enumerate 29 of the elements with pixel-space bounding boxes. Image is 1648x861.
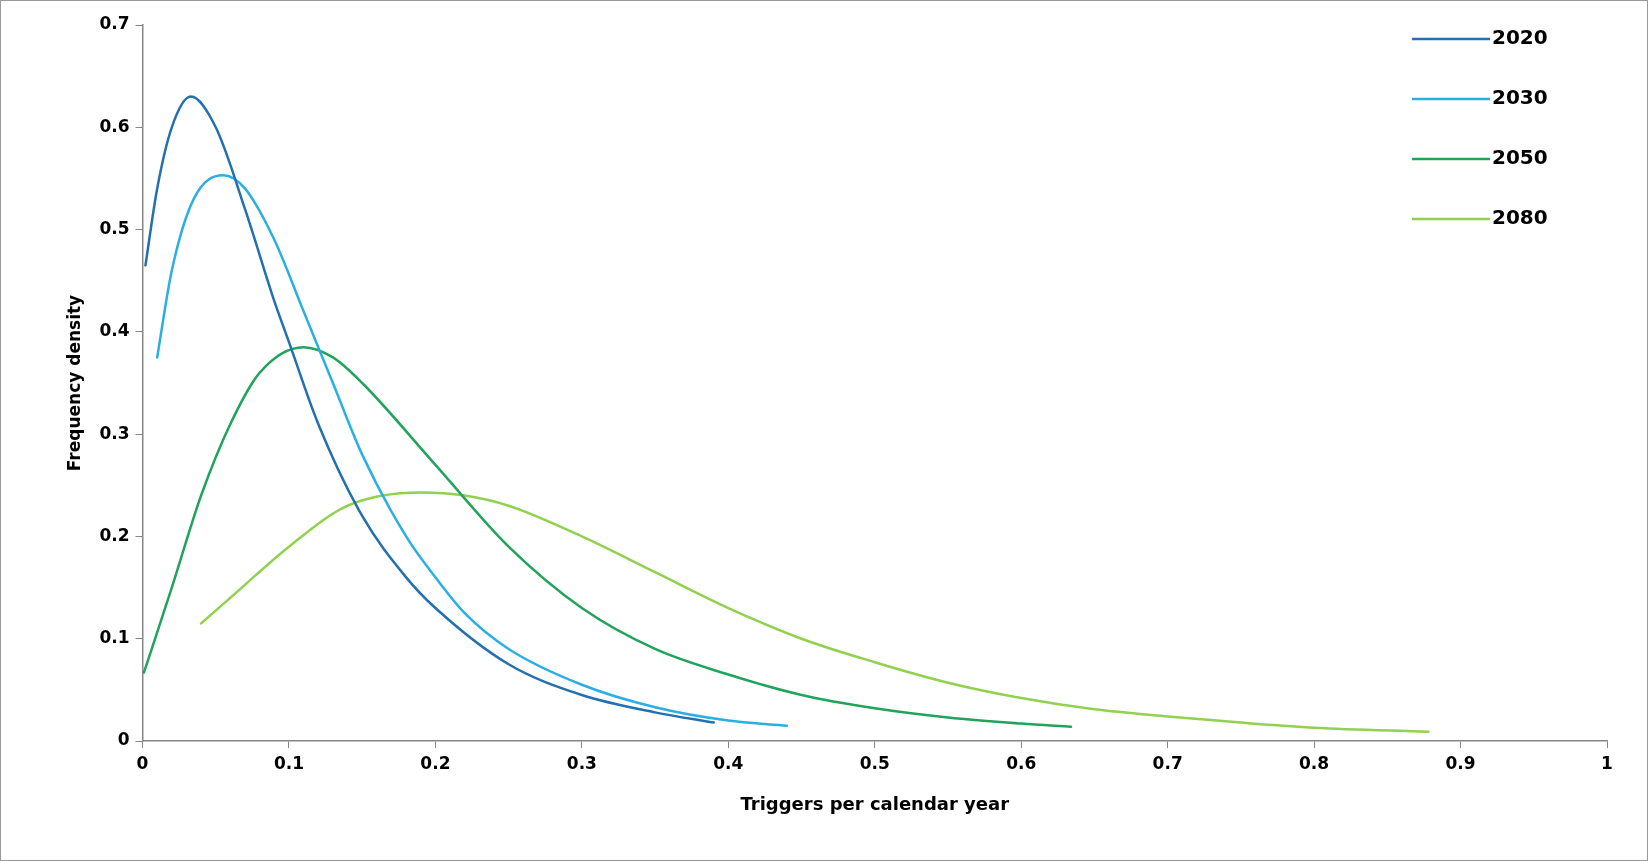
y-tick-label: 0.3 — [99, 422, 130, 443]
legend-label: 2080 — [1492, 205, 1548, 230]
line-series — [155, 174, 789, 727]
y-axis-title: Frequency density — [63, 294, 84, 472]
y-tick-label: 0.1 — [99, 627, 130, 648]
legend-label: 2050 — [1492, 145, 1548, 170]
x-tick-label: 0 — [136, 752, 149, 773]
x-tick-label: 0.1 — [273, 752, 305, 773]
line-series — [142, 345, 1073, 728]
x-tick-label: 1 — [1601, 752, 1613, 773]
x-tick-label: 0.3 — [566, 752, 597, 773]
x-tick-label: 0.8 — [1299, 752, 1330, 773]
y-tick-label: 0.6 — [99, 115, 130, 136]
line-series — [199, 491, 1430, 734]
legend-label: 2030 — [1492, 85, 1548, 110]
x-axis-title: Triggers per calendar year — [740, 792, 1010, 814]
x-tick-label: 0.7 — [1152, 752, 1183, 773]
y-tick-label: 0.7 — [99, 13, 130, 34]
x-tick-label: 0.9 — [1445, 752, 1476, 773]
x-tick-label: 0.5 — [859, 752, 890, 773]
line-series — [144, 95, 715, 724]
y-tick-label: 0.4 — [99, 320, 130, 341]
y-tick-label: 0 — [117, 729, 130, 750]
y-tick-label: 0.5 — [99, 217, 130, 238]
x-tick-label: 0.6 — [1006, 752, 1037, 773]
x-tick-label: 0.4 — [713, 752, 744, 773]
y-tick-label: 0.2 — [99, 524, 130, 545]
legend-label: 2020 — [1492, 25, 1548, 50]
x-tick-label: 0.2 — [420, 752, 451, 773]
